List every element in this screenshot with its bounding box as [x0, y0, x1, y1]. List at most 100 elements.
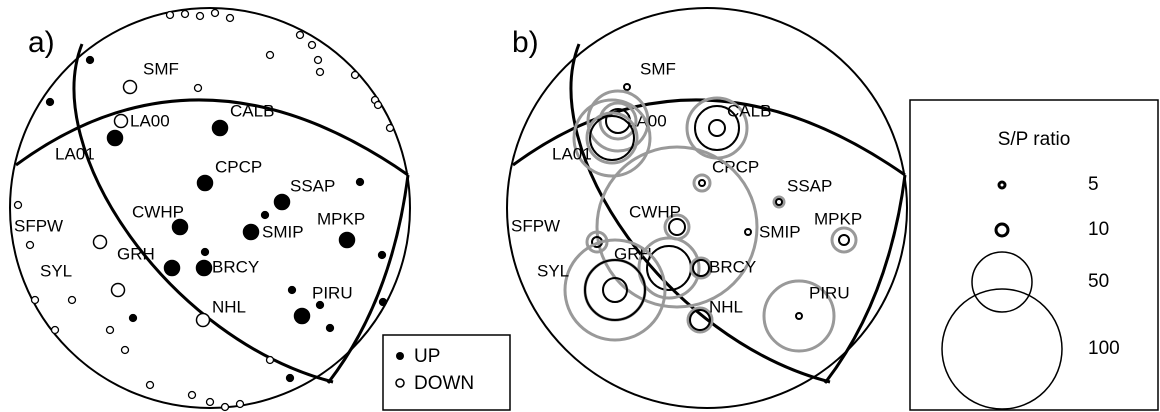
legend-box — [382, 334, 511, 411]
station-label: SYL — [40, 261, 72, 280]
sp-ring — [689, 309, 711, 331]
station-dot — [110, 282, 126, 298]
sp-ring — [694, 105, 740, 151]
station-dot — [307, 40, 317, 50]
station-dot — [220, 402, 230, 412]
station-dot — [200, 247, 210, 257]
sp-ring — [689, 256, 713, 280]
sp-ring — [563, 238, 667, 342]
sp-ring — [708, 119, 726, 137]
stereonet — [506, 7, 908, 409]
panel-label: b) — [512, 26, 539, 59]
sp-ring — [623, 83, 631, 91]
station-label: SMF — [143, 59, 179, 78]
station-label: MPKP — [317, 209, 365, 228]
station-label: SSAP — [290, 176, 335, 195]
sp-ring — [584, 259, 646, 321]
station-dot — [325, 323, 335, 333]
legend-value: 10 — [1088, 219, 1109, 240]
station-label: LA01 — [552, 144, 592, 163]
station-dot — [45, 97, 55, 107]
station-label: GRH — [117, 244, 155, 263]
station-dot — [373, 100, 383, 110]
station-dot — [85, 55, 95, 65]
sp-ring — [598, 101, 638, 141]
legend-ring — [941, 288, 1063, 410]
station-dot — [122, 79, 138, 95]
station-dot — [171, 218, 189, 236]
legend-label: DOWN — [414, 373, 474, 394]
station-dot — [265, 50, 275, 60]
sp-ring — [668, 218, 686, 236]
station-label: SMF — [640, 59, 676, 78]
station-label: BRCY — [212, 257, 259, 276]
station-dot — [193, 83, 203, 93]
sp-ring — [698, 179, 706, 187]
station-label: NHL — [212, 297, 246, 316]
station-label: LA01 — [55, 144, 95, 163]
station-label: PIRU — [312, 283, 353, 302]
station-dot — [242, 223, 260, 241]
legend-ring — [971, 251, 1033, 313]
legend-value: 100 — [1088, 338, 1120, 359]
station-dot — [67, 295, 77, 305]
station-label: SMIP — [759, 222, 801, 241]
station-dot — [50, 325, 60, 335]
sp-ring — [772, 195, 786, 209]
station-dot — [120, 345, 130, 355]
sp-ring — [602, 277, 628, 303]
station-dot — [187, 390, 197, 400]
station-dot — [313, 55, 323, 65]
station-dot — [295, 30, 305, 40]
station-dot — [265, 355, 275, 365]
station-label: LA00 — [130, 111, 170, 130]
legend-value: 5 — [1088, 174, 1099, 195]
sp-ring — [838, 234, 850, 246]
station-label: SFPW — [511, 216, 560, 235]
station-dot — [385, 123, 395, 133]
station-dot — [180, 9, 190, 19]
station-dot — [25, 240, 35, 250]
legend-value: 50 — [1088, 271, 1109, 292]
station-dot — [128, 313, 138, 323]
panel-label: a) — [28, 26, 55, 59]
station-dot — [196, 174, 214, 192]
station-dot — [287, 285, 297, 295]
sp-ring — [637, 236, 701, 300]
sp-ring — [830, 226, 858, 254]
station-label: CWHP — [132, 202, 184, 221]
station-dot — [195, 11, 205, 21]
station-dot — [293, 307, 311, 325]
station-dot — [350, 70, 360, 80]
sp-ring — [744, 228, 752, 236]
station-label: MPKP — [814, 209, 862, 228]
station-dot — [92, 234, 108, 250]
station-dot — [235, 399, 245, 409]
legend-symbol — [396, 352, 404, 360]
station-label: SFPW — [14, 216, 63, 235]
legend-label: UP — [414, 346, 440, 367]
station-dot — [355, 177, 365, 187]
legend-symbol — [395, 378, 405, 388]
station-label: CWHP — [629, 202, 681, 221]
station-dot — [30, 295, 40, 305]
station-dot — [205, 397, 215, 407]
legend-box — [909, 99, 1159, 411]
station-dot — [378, 297, 388, 307]
station-label: SMIP — [262, 222, 304, 241]
station-dot — [165, 10, 175, 20]
sp-ring — [589, 115, 635, 161]
sp-ring — [692, 173, 712, 193]
sp-ring — [692, 259, 710, 277]
station-dot — [145, 380, 155, 390]
sp-ring — [795, 312, 803, 320]
station-label: BRCY — [709, 257, 756, 276]
station-dot — [338, 231, 356, 249]
legend-ring — [997, 180, 1007, 190]
station-dot — [211, 119, 229, 137]
station-dot — [273, 193, 291, 211]
station-dot — [210, 8, 220, 18]
station-label: CALB — [727, 101, 771, 120]
sp-ring — [572, 98, 652, 178]
